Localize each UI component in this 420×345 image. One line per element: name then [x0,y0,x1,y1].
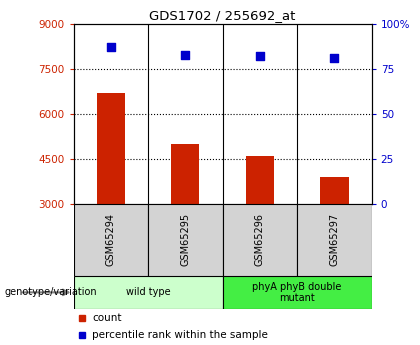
Bar [97,93,125,204]
Bar [171,144,200,204]
Text: count: count [92,313,122,323]
Point [108,45,114,50]
Text: GSM65295: GSM65295 [180,213,190,266]
Bar [148,204,223,276]
Text: genotype/variation: genotype/variation [4,287,97,297]
Text: phyA phyB double
mutant: phyA phyB double mutant [252,282,342,303]
Text: GSM65296: GSM65296 [255,213,265,266]
Text: GSM65294: GSM65294 [106,213,116,266]
Bar [320,177,349,204]
Bar [223,276,372,309]
Bar [246,156,274,204]
Bar [223,204,297,276]
Text: GSM65297: GSM65297 [329,213,339,266]
Point [182,52,189,57]
Text: percentile rank within the sample: percentile rank within the sample [92,330,268,340]
Bar [297,204,372,276]
Bar [74,204,148,276]
Bar [74,276,223,309]
Point [331,56,338,61]
Title: GDS1702 / 255692_at: GDS1702 / 255692_at [150,9,296,22]
Text: wild type: wild type [126,287,171,297]
Point [257,54,263,59]
